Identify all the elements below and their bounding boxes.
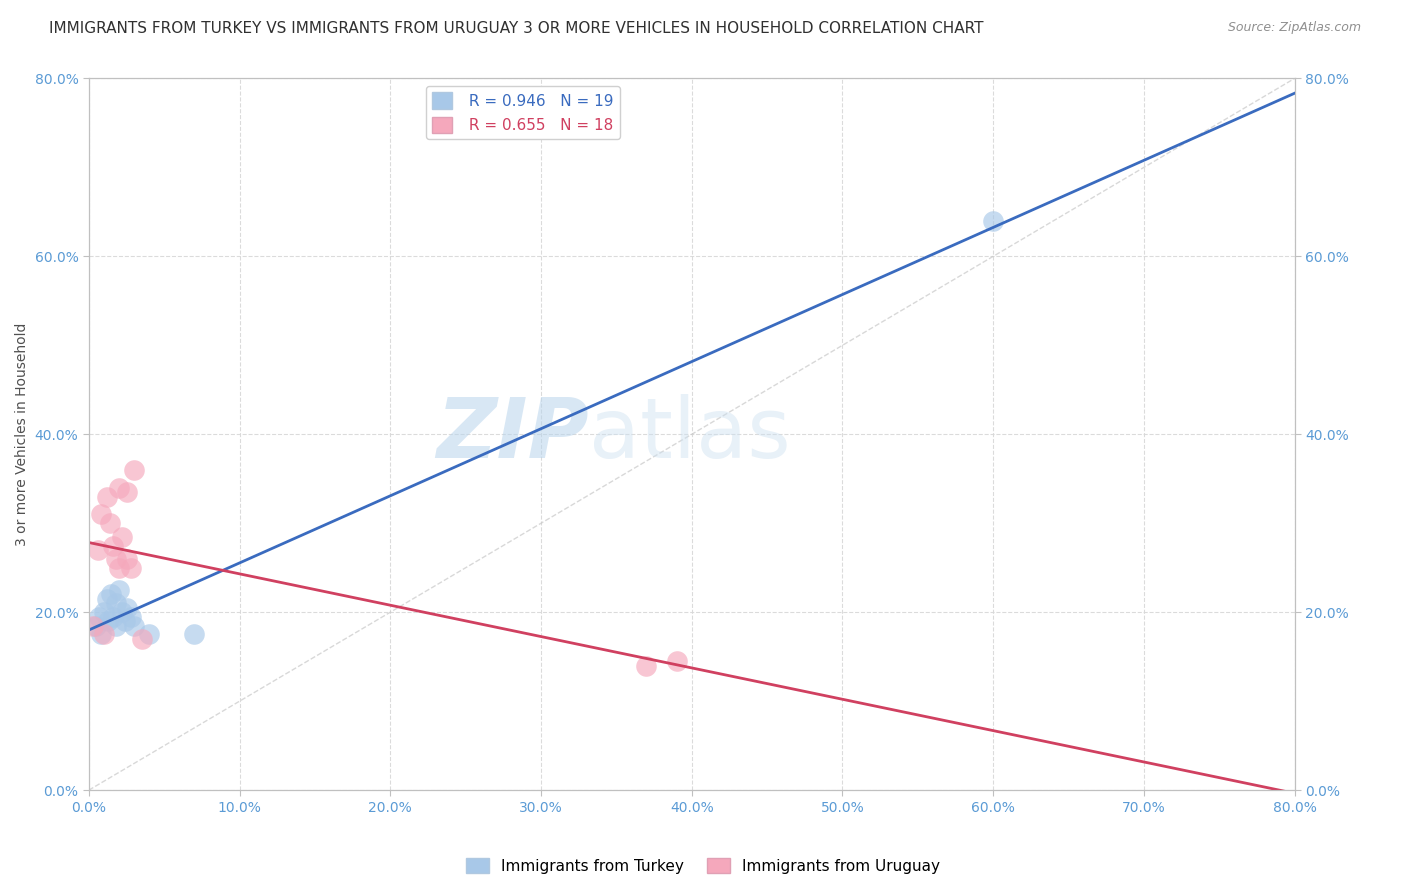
Point	[122, 463, 145, 477]
Point	[101, 609, 124, 624]
Point	[138, 627, 160, 641]
Point	[111, 530, 134, 544]
Point	[120, 609, 142, 624]
Point	[131, 632, 153, 646]
Point	[98, 516, 121, 531]
Point	[89, 609, 111, 624]
Point	[100, 587, 122, 601]
Point	[86, 618, 108, 632]
Point	[183, 627, 205, 641]
Text: Source: ZipAtlas.com: Source: ZipAtlas.com	[1227, 21, 1361, 35]
Legend: Immigrants from Turkey, Immigrants from Uruguay: Immigrants from Turkey, Immigrants from …	[460, 852, 946, 880]
Point	[104, 596, 127, 610]
Point	[120, 560, 142, 574]
Point	[108, 560, 131, 574]
Point	[82, 618, 104, 632]
Point	[665, 654, 688, 668]
Point	[108, 481, 131, 495]
Point	[96, 490, 118, 504]
Point	[981, 214, 1004, 228]
Point	[108, 582, 131, 597]
Point	[115, 485, 138, 500]
Point	[115, 552, 138, 566]
Point	[104, 618, 127, 632]
Point	[93, 627, 115, 641]
Point	[97, 614, 120, 628]
Text: IMMIGRANTS FROM TURKEY VS IMMIGRANTS FROM URUGUAY 3 OR MORE VEHICLES IN HOUSEHOL: IMMIGRANTS FROM TURKEY VS IMMIGRANTS FRO…	[49, 21, 984, 37]
Point	[101, 539, 124, 553]
Text: ZIP: ZIP	[437, 393, 589, 475]
Point	[96, 591, 118, 606]
Point	[90, 627, 112, 641]
Text: atlas: atlas	[589, 393, 792, 475]
Point	[114, 614, 136, 628]
Point	[122, 618, 145, 632]
Point	[90, 508, 112, 522]
Legend:  R = 0.946   N = 19,  R = 0.655   N = 18: R = 0.946 N = 19, R = 0.655 N = 18	[426, 87, 620, 139]
Point	[104, 552, 127, 566]
Point	[111, 605, 134, 619]
Point	[87, 543, 110, 558]
Point	[115, 600, 138, 615]
Point	[636, 658, 658, 673]
Point	[93, 605, 115, 619]
Y-axis label: 3 or more Vehicles in Household: 3 or more Vehicles in Household	[15, 323, 30, 546]
